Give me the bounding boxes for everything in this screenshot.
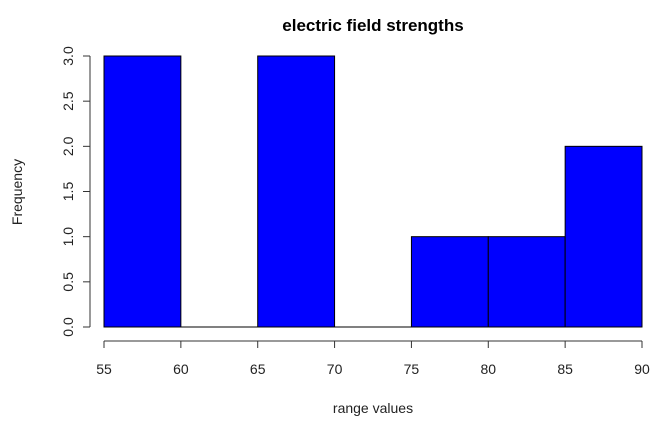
x-tick-label: 55 xyxy=(96,361,112,377)
x-tick-label: 80 xyxy=(480,361,496,377)
histogram-bar-5 xyxy=(487,236,566,328)
x-tick-label: 85 xyxy=(557,361,573,377)
y-tick-label: 0.0 xyxy=(60,317,76,337)
y-tick-label: 1.5 xyxy=(60,182,76,202)
y-tick-label: 2.5 xyxy=(60,91,76,111)
y-tick-label: 1.0 xyxy=(60,227,76,247)
y-axis-label: Frequency xyxy=(9,159,25,225)
histogram-bar-2 xyxy=(257,55,336,328)
chart-title: electric field strengths xyxy=(282,16,463,35)
x-tick-label: 70 xyxy=(327,361,343,377)
x-tick-label: 60 xyxy=(173,361,189,377)
y-tick-label: 0.5 xyxy=(60,272,76,292)
y-axis: 0.0 0.5 1.0 1.5 2.0 2.5 3.0 xyxy=(60,46,91,337)
histogram-bar-4 xyxy=(410,236,489,328)
histogram-bar-6 xyxy=(564,145,643,328)
y-tick-label: 2.0 xyxy=(60,136,76,156)
y-tick-label: 3.0 xyxy=(60,46,76,66)
x-tick-label: 90 xyxy=(634,361,650,377)
histogram-bar-0 xyxy=(103,55,182,328)
x-tick-label: 65 xyxy=(250,361,266,377)
bars-group xyxy=(103,55,643,328)
x-tick-label: 75 xyxy=(404,361,420,377)
x-axis: 55 60 65 70 75 80 85 90 xyxy=(96,340,650,377)
x-axis-label: range values xyxy=(333,400,413,416)
